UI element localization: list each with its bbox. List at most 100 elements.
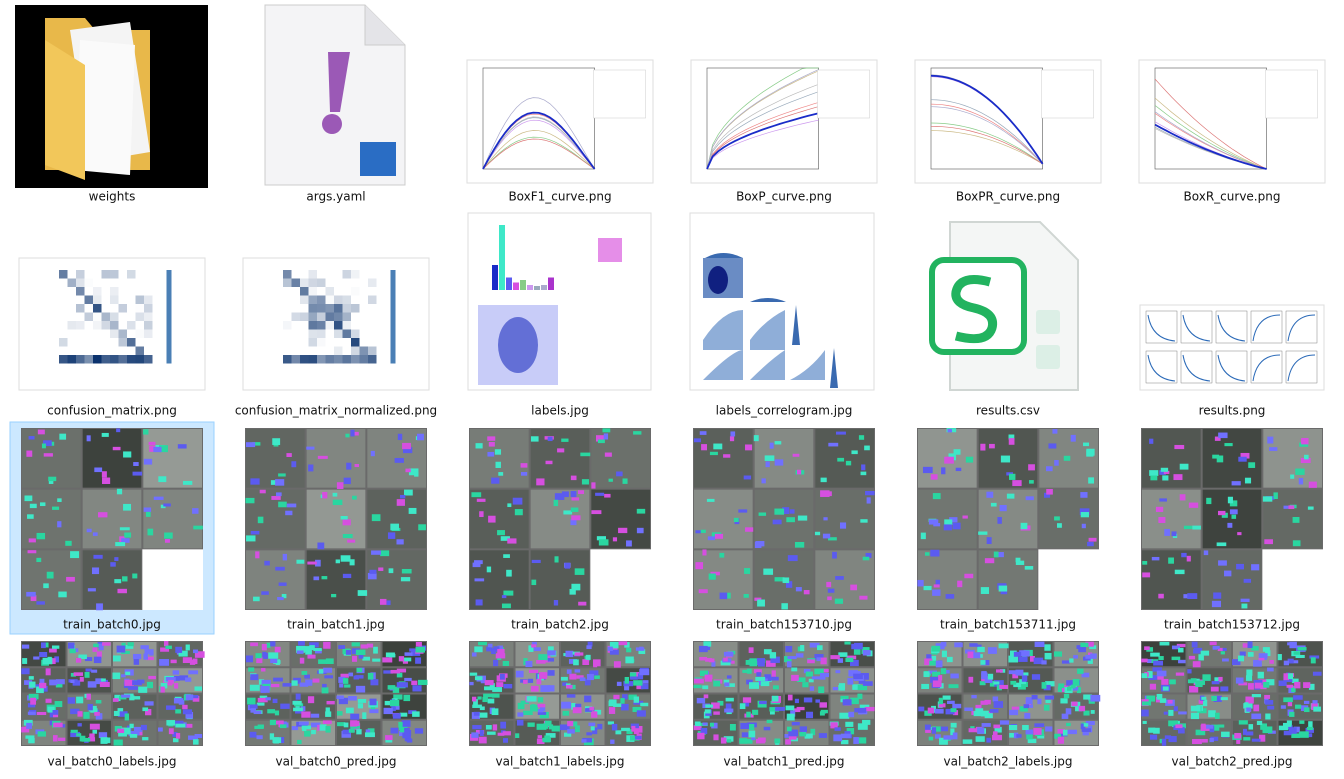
matrix-cell xyxy=(308,287,317,296)
file-item[interactable]: val_batch2_labels.jpg xyxy=(917,641,1101,769)
file-item[interactable]: train_batch2.jpg xyxy=(469,428,651,632)
box-label xyxy=(480,679,486,684)
box-label xyxy=(633,728,639,735)
box-label xyxy=(1057,728,1066,734)
box-label xyxy=(1009,732,1018,738)
file-item[interactable]: BoxP_curve.png xyxy=(690,59,878,204)
box-label xyxy=(174,675,180,681)
box-label xyxy=(1295,654,1305,658)
box-label xyxy=(1090,653,1097,659)
file-name: val_batch2_labels.jpg xyxy=(944,755,1073,769)
file-item[interactable]: train_batch0.jpg xyxy=(9,421,215,635)
file-item[interactable]: BoxPR_curve.png xyxy=(914,59,1102,204)
box-label xyxy=(696,697,706,704)
box-label xyxy=(582,737,593,743)
file-item[interactable]: labels.jpg xyxy=(467,212,652,418)
file-item[interactable]: val_batch1_pred.jpg xyxy=(693,641,875,769)
box-label xyxy=(58,737,66,742)
matrix-cell xyxy=(283,270,292,279)
box-label xyxy=(923,671,930,678)
box-label xyxy=(253,596,260,602)
subplot-line xyxy=(1182,314,1211,342)
box-label xyxy=(1309,655,1320,659)
photo-tile xyxy=(143,429,202,488)
file-item[interactable]: train_batch153710.jpg xyxy=(693,428,875,632)
box-label xyxy=(189,695,199,699)
box-label xyxy=(604,493,611,498)
box-label xyxy=(1210,686,1219,692)
box-label xyxy=(492,687,503,692)
box-label xyxy=(148,441,156,446)
box-label xyxy=(358,652,364,659)
box-label xyxy=(1240,452,1250,459)
box-label xyxy=(704,674,713,680)
file-item[interactable]: BoxR_curve.png xyxy=(1138,59,1326,204)
box-label xyxy=(57,521,62,528)
box-label xyxy=(757,599,765,607)
file-item[interactable]: train_batch1.jpg xyxy=(245,428,427,632)
file-item[interactable]: weights xyxy=(15,5,208,204)
file-item[interactable]: confusion_matrix_normalized.png xyxy=(235,257,437,418)
box-label xyxy=(636,683,644,690)
file-item[interactable]: val_batch2_pred.jpg xyxy=(1141,641,1323,769)
file-item[interactable]: val_batch1_labels.jpg xyxy=(469,641,651,769)
file-item[interactable]: val_batch0_labels.jpg xyxy=(21,641,205,769)
box-label xyxy=(182,480,193,485)
box-label xyxy=(1061,713,1069,719)
box-label xyxy=(300,706,306,712)
box-label xyxy=(799,726,808,732)
box-label xyxy=(140,645,149,650)
box-label xyxy=(182,709,193,715)
box-label xyxy=(582,659,590,666)
file-item[interactable]: train_batch153711.jpg xyxy=(917,428,1099,632)
box-label xyxy=(570,721,578,727)
box-label xyxy=(945,708,955,715)
box-label xyxy=(840,733,851,739)
box-label xyxy=(474,646,483,653)
box-label xyxy=(597,723,603,730)
box-label xyxy=(369,569,377,574)
box-label xyxy=(560,676,568,681)
curve xyxy=(930,74,1044,165)
curve xyxy=(706,83,819,170)
box-label xyxy=(474,676,483,681)
box-label xyxy=(70,672,76,677)
box-label xyxy=(1158,656,1164,661)
box-label xyxy=(278,582,287,586)
box-label xyxy=(536,660,546,664)
box-label xyxy=(133,462,139,466)
box-label xyxy=(123,503,132,511)
box-label xyxy=(250,478,260,485)
legend-box xyxy=(593,69,646,119)
box-label xyxy=(1217,510,1226,516)
box-label xyxy=(522,710,533,716)
file-item[interactable]: results.csv xyxy=(929,221,1079,418)
file-item[interactable]: BoxF1_curve.png xyxy=(466,59,654,204)
file-item[interactable]: results.png xyxy=(1139,304,1325,418)
box-label xyxy=(491,708,499,716)
file-item[interactable]: val_batch0_pred.jpg xyxy=(245,641,428,769)
doc-fold xyxy=(364,5,405,46)
box-label xyxy=(950,708,957,713)
box-label xyxy=(1264,539,1273,545)
box-label xyxy=(1073,655,1079,659)
box-label xyxy=(1195,680,1203,688)
box-label xyxy=(570,519,577,526)
file-item[interactable]: args.yaml xyxy=(264,4,406,204)
box-label xyxy=(164,538,170,543)
box-label xyxy=(469,672,478,676)
box-label xyxy=(412,711,420,717)
box-label xyxy=(925,729,931,733)
box-label xyxy=(1178,647,1184,653)
box-label xyxy=(520,472,528,476)
box-label xyxy=(703,641,712,647)
box-label xyxy=(860,471,867,476)
box-label xyxy=(479,511,484,518)
file-item[interactable]: train_batch153712.jpg xyxy=(1141,428,1323,632)
box-label xyxy=(515,670,524,678)
file-item[interactable]: confusion_matrix.png xyxy=(18,257,206,418)
box-label xyxy=(1142,572,1151,578)
box-label xyxy=(340,555,351,562)
file-item[interactable]: labels_correlogram.jpg xyxy=(689,212,875,418)
box-label xyxy=(574,568,585,575)
